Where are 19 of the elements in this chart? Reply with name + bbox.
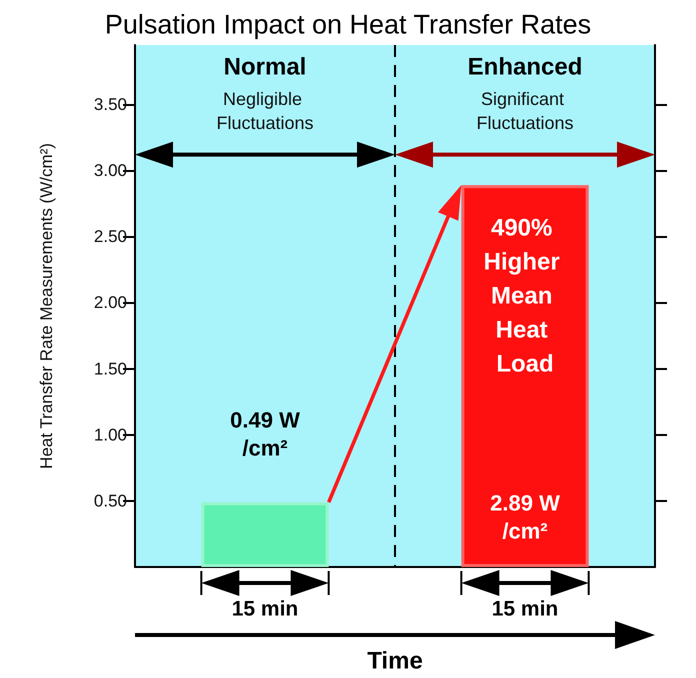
annotation: Significant Fluctuations <box>476 89 574 134</box>
annotation: Negligible Fluctuations <box>216 89 314 134</box>
x-axis-title: Time <box>367 648 423 674</box>
annotation: 490% Higher Mean Heat Load <box>484 214 566 378</box>
text: 15 min <box>232 598 298 620</box>
y-tick-label: 2.50 <box>94 227 127 246</box>
text: 15 min <box>492 598 558 620</box>
y-tick-label: 3.50 <box>94 94 127 114</box>
y-tick-label: 3.00 <box>94 161 127 180</box>
y-tick-label: 2.00 <box>94 293 127 312</box>
x-tick-label: Normal <box>224 54 306 80</box>
y-tick-label: 1.00 <box>94 425 127 444</box>
data-label: 0.49 W/cm² <box>230 408 300 461</box>
chart-title: Pulsation Impact on Heat Transfer Rates <box>104 10 592 40</box>
y-tick-label: 0.50 <box>94 491 127 510</box>
y-tick-label: 1.50 <box>94 359 127 378</box>
y-axis-title: Heat Transfer Rate Measurements (W/cm²) <box>37 143 56 469</box>
data-label: 2.89 W/cm² <box>490 490 560 544</box>
x-tick-label: Enhanced <box>468 54 582 80</box>
